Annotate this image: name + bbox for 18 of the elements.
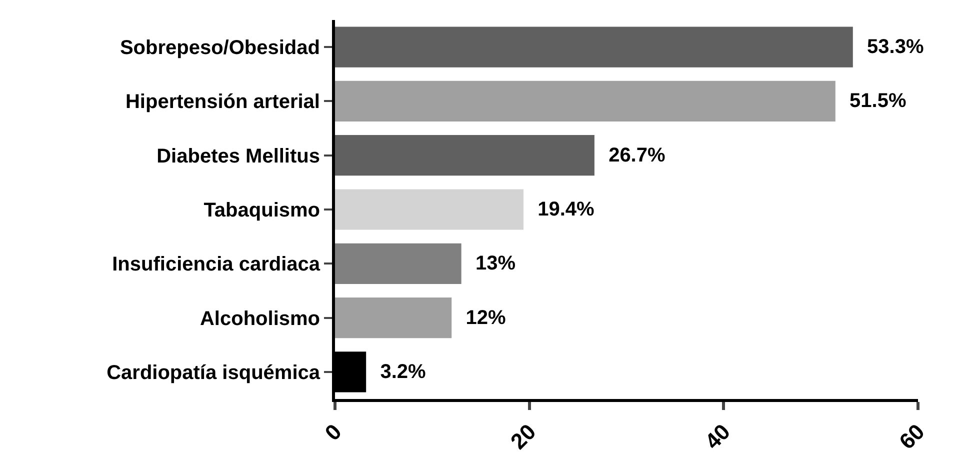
- y-tick-label: Hipertensión arterial: [125, 91, 320, 114]
- x-tick-label: 20: [506, 419, 541, 454]
- data-label: 3.2%: [380, 360, 426, 383]
- y-tick-label: Cardiopatía isquémica: [106, 362, 321, 384]
- data-label: 12%: [466, 306, 506, 329]
- x-tick-label: 0: [320, 419, 346, 446]
- data-label: 26.7%: [608, 144, 666, 166]
- x-tick-label: 40: [700, 419, 735, 454]
- y-tick-label: Tabaquismo: [204, 200, 320, 222]
- y-tick-label: Insuficiencia cardiaca: [112, 254, 321, 276]
- y-tick-label: Alcoholismo: [200, 308, 320, 330]
- data-label: 13%: [475, 252, 516, 275]
- data-label: 53.3%: [867, 36, 924, 58]
- y-tick-label: Diabetes Mellitus: [156, 145, 320, 168]
- x-tick-label: 60: [894, 419, 930, 454]
- y-tick-label: Sobrepeso/Obesidad: [120, 37, 320, 60]
- data-label: 51.5%: [850, 90, 906, 112]
- data-label: 19.4%: [538, 198, 595, 220]
